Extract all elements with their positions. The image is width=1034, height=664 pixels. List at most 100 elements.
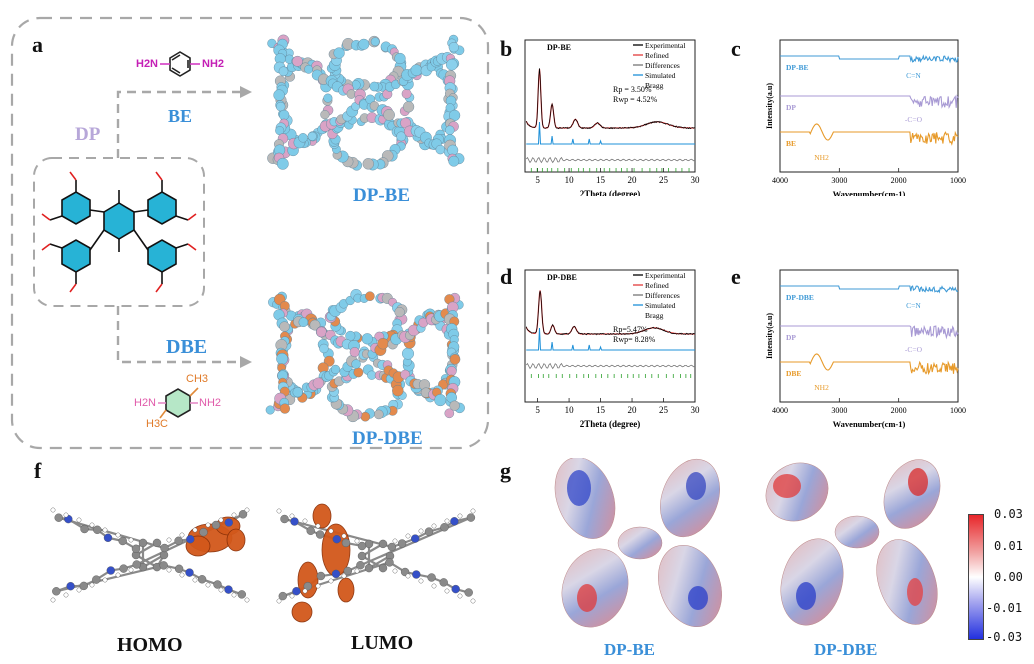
esp-lobe	[883, 459, 941, 529]
xrd-legend-text: Experimental	[645, 271, 685, 280]
framework-atom	[401, 347, 414, 360]
atom	[102, 527, 108, 533]
atom	[397, 539, 407, 548]
atom	[315, 523, 321, 529]
xrd-tick-label: 25	[659, 175, 669, 185]
atom	[192, 527, 198, 533]
atom	[63, 592, 69, 598]
framework-atom	[396, 131, 407, 142]
framework-atom	[449, 109, 461, 122]
ir-tick-label: 1000	[950, 176, 966, 185]
atom	[392, 568, 398, 574]
atom	[93, 525, 102, 534]
atom	[103, 533, 113, 542]
arrow-up	[116, 90, 240, 158]
atom	[289, 593, 295, 599]
dp-be-label: DP-BE	[353, 185, 410, 206]
atom	[444, 588, 450, 594]
esp-lobe	[876, 539, 938, 625]
atom	[138, 538, 148, 548]
atom	[470, 508, 476, 514]
panel-d-xrd-plot: 5 10 15 20 25 30 2Theta (degree) DP-DBE Experime…	[524, 269, 701, 429]
homo-orbital-image	[50, 507, 250, 603]
be-molecule	[160, 51, 200, 77]
atom	[464, 588, 473, 597]
atom	[213, 580, 222, 589]
xrd-tick-label: 20	[628, 175, 638, 185]
atom	[66, 581, 75, 591]
panel-d-letter: d	[500, 264, 513, 289]
atom	[160, 543, 169, 553]
esp-patch	[907, 578, 923, 606]
xrd-sample-label: DP-BE	[547, 43, 571, 52]
atom	[364, 539, 374, 549]
dp-be-esp-surface	[554, 458, 722, 628]
xrd-experimental-line	[525, 290, 695, 336]
colorbar-tick-1: 0.03	[994, 507, 1023, 521]
framework-atom	[276, 352, 289, 365]
xrd-legend-text: Refined	[645, 51, 669, 60]
panel-f-letter: f	[34, 458, 42, 483]
arrow-down	[116, 306, 240, 364]
atom	[185, 568, 194, 577]
lumo-label: LUMO	[351, 632, 414, 654]
atom	[80, 524, 89, 534]
ir-trace-label: DBE	[786, 369, 801, 378]
panel-c-letter: c	[731, 36, 741, 61]
atom	[341, 573, 347, 579]
framework-atom	[445, 58, 458, 71]
atom	[316, 571, 326, 581]
ir-tick-label: 3000	[831, 176, 847, 185]
atom	[231, 592, 237, 598]
dbe-methyl-bottom: H3C	[146, 418, 169, 430]
atom	[418, 578, 424, 584]
framework-atom	[445, 125, 455, 135]
atom	[289, 513, 295, 519]
atom	[102, 577, 108, 583]
framework-atom	[435, 144, 446, 155]
ir-trace-label: DP	[786, 103, 796, 112]
framework-atom	[358, 38, 370, 50]
atom	[306, 526, 315, 535]
atom	[431, 583, 437, 589]
arrow-up-head	[240, 86, 252, 98]
framework-atom	[312, 377, 325, 389]
atom	[76, 517, 82, 523]
ir-ylabel: Intensity(a.u)	[765, 313, 774, 359]
atom	[354, 568, 360, 574]
framework-atom	[319, 343, 329, 354]
bond	[58, 516, 165, 550]
framework-atom	[401, 88, 412, 99]
ir-annotation-cn: C=N	[906, 71, 921, 80]
framework-atom	[403, 101, 415, 113]
atom	[152, 538, 162, 548]
panel-e-letter: e	[731, 264, 741, 289]
atom	[410, 534, 420, 543]
framework-atom	[370, 37, 380, 47]
framework-atom	[449, 400, 460, 411]
atom	[89, 522, 95, 528]
ir-trace	[780, 123, 959, 146]
xrd-tick-label: 30	[691, 405, 701, 415]
framework-atom	[448, 42, 459, 53]
atom	[341, 538, 351, 548]
atom	[328, 578, 334, 584]
dbe-methyl-top: CH3	[186, 373, 209, 385]
framework-atom	[309, 319, 321, 331]
ir-tick-label: 2000	[891, 176, 907, 185]
framework-atom	[333, 47, 345, 59]
xrd-rp: Rp=5.47%	[613, 325, 648, 334]
atom	[439, 578, 448, 587]
atom	[392, 538, 398, 544]
xrd-legend-text: Refined	[645, 281, 669, 290]
be-amine-left: H2N	[136, 58, 159, 70]
framework-atom	[307, 131, 317, 141]
xrd-tick-label: 10	[565, 175, 575, 185]
framework-atom	[383, 109, 395, 121]
atom	[470, 598, 476, 604]
atom	[179, 572, 185, 578]
atom	[205, 522, 211, 528]
atom	[385, 558, 394, 567]
framework-atom	[276, 157, 289, 170]
orbital-lobe	[312, 503, 332, 529]
